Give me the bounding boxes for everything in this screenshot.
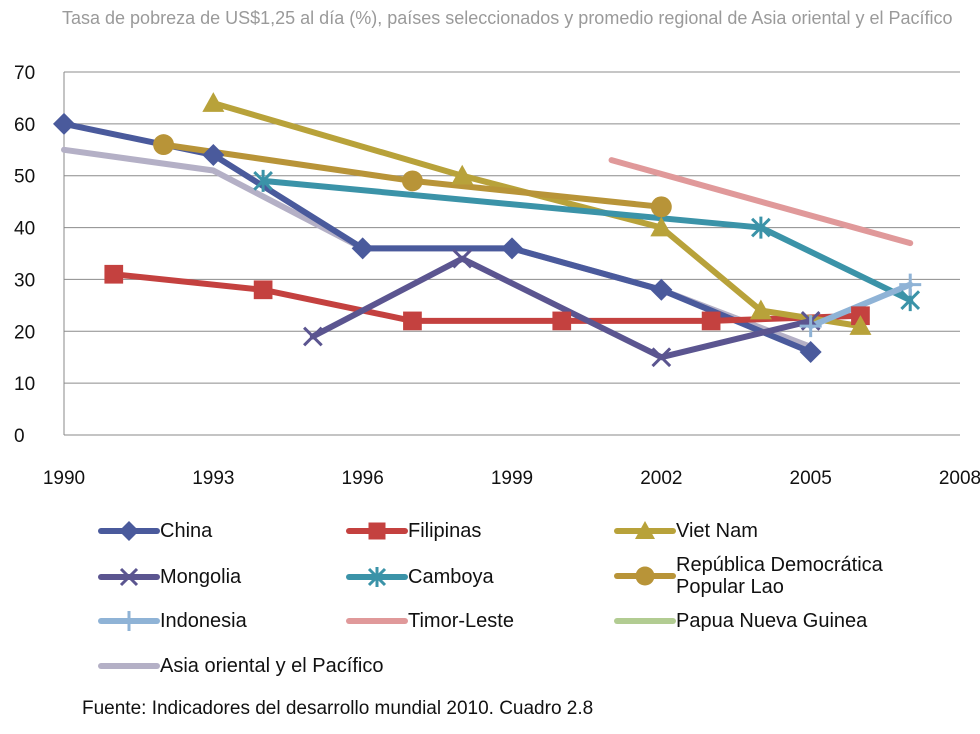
series-5-point (153, 134, 175, 156)
series-6-point (899, 273, 922, 296)
y-tick-label: 50 (14, 167, 35, 188)
series-2-point (849, 315, 872, 335)
x-tick-label: 1990 (43, 468, 85, 489)
y-tick-label: 40 (14, 219, 35, 240)
series-markers (53, 92, 922, 368)
y-tick-label: 60 (14, 115, 35, 136)
x-tick-label: 2005 (790, 468, 832, 489)
x-tick-label: 1996 (342, 468, 384, 489)
series-0-point (202, 143, 225, 166)
y-tick-label: 30 (14, 270, 35, 291)
series-1-point (253, 280, 273, 300)
x-axis: 1990 1993 1996 1999 2002 2005 2008 (43, 468, 980, 489)
series-4-point (253, 169, 273, 192)
series-6-line (807, 281, 914, 330)
series-5-point (401, 170, 423, 192)
x-tick-label: 1993 (192, 468, 234, 489)
series-0-point (351, 237, 374, 260)
y-tick-label: 10 (14, 374, 35, 395)
series-1-point (104, 264, 124, 284)
y-axis: 0 10 20 30 40 50 60 70 (14, 63, 35, 447)
series-2-point (749, 299, 772, 320)
series-3-line (309, 255, 814, 361)
series-5-point (650, 196, 672, 218)
series-0-point (650, 278, 673, 301)
series-2-point (451, 164, 474, 185)
series-1-line (110, 271, 864, 324)
series-0-point (799, 341, 822, 364)
series-0-point (53, 112, 75, 135)
x-tick-label: 1999 (491, 468, 533, 489)
chart-title: Tasa de pobreza de US$1,25 al día (%), p… (62, 8, 953, 28)
series-lines (61, 100, 914, 361)
series-0-point (501, 237, 523, 260)
y-tick-label: 0 (14, 426, 25, 447)
series-4-point (751, 216, 771, 239)
series-1-point (552, 311, 572, 331)
series-2-point (650, 216, 673, 237)
series-1-point (403, 311, 422, 331)
series-0-line (61, 120, 814, 356)
x-tick-label: 2008 (939, 468, 980, 489)
series-6-point (799, 315, 822, 338)
y-tick-label: 20 (14, 322, 35, 343)
y-tick-label: 70 (14, 63, 35, 84)
series-3-point (651, 347, 672, 368)
series-3-point (303, 326, 323, 347)
series-7-line (608, 157, 914, 247)
series-2-point (202, 92, 225, 112)
series-3-point (452, 248, 473, 269)
source-note: Fuente: Indicadores del desarrollo mundi… (82, 698, 594, 719)
x-tick-label: 2002 (640, 468, 682, 489)
series-1-point (701, 311, 721, 331)
